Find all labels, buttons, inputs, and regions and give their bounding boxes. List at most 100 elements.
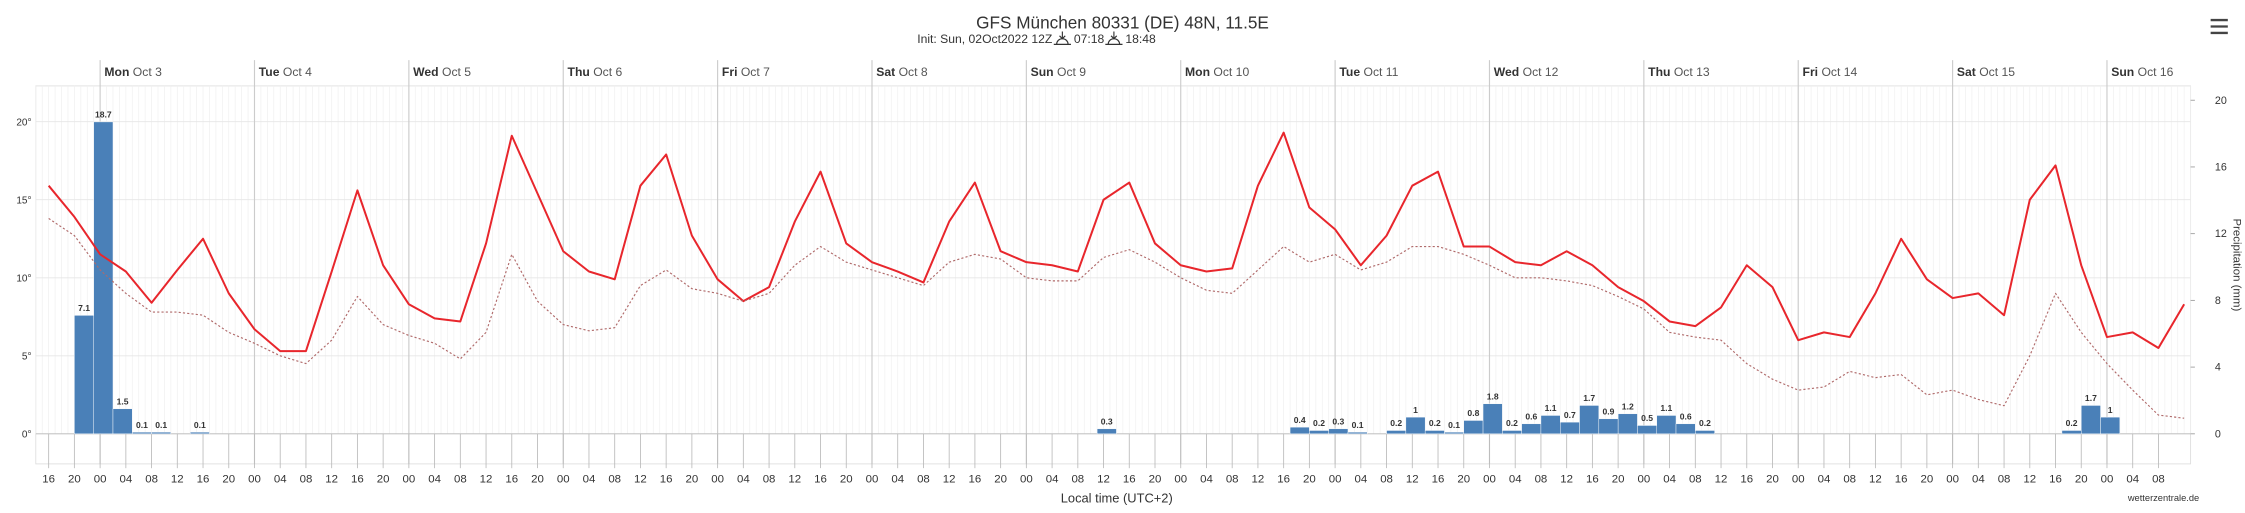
x-tick-label: 12 (1869, 474, 1882, 486)
precip-bar (2081, 405, 2101, 435)
precip-label: 0.2 (1390, 418, 1402, 428)
x-tick-label: 00 (1483, 474, 1496, 486)
x-tick-label: 04 (583, 474, 596, 486)
precip-label: 0.1 (1448, 420, 1460, 430)
x-tick-label: 20 (840, 474, 853, 486)
x-tick-label: 12 (480, 474, 493, 486)
precip-bar (1521, 423, 1542, 435)
x-tick-label: 08 (1380, 474, 1393, 486)
x-tick-label: 08 (1226, 474, 1239, 486)
menu-icon[interactable] (2210, 18, 2228, 35)
y-tick-label: 15° (16, 195, 31, 206)
day-weekday: Wed (413, 65, 438, 79)
precip-label: 0.3 (1332, 417, 1344, 427)
x-tick-label: 16 (42, 474, 55, 486)
x-tick-label: 04 (1354, 474, 1367, 486)
x-tick-label: 04 (428, 474, 441, 486)
day-weekday: Sun (2111, 65, 2134, 79)
x-tick-label: 00 (2101, 474, 2114, 486)
x-tick-label: 04 (1046, 474, 1059, 486)
day-date: Oct 11 (1364, 65, 1399, 79)
x-tick-label: 12 (634, 474, 647, 486)
x-tick-label: 12 (1560, 474, 1573, 486)
x-tick-label: 20 (1457, 474, 1470, 486)
y-tick-label: 5° (22, 351, 32, 362)
day-weekday: Thu (568, 65, 590, 79)
precip-bar (1405, 416, 1426, 435)
x-tick-label: 08 (1071, 474, 1084, 486)
x-tick-label: 08 (1535, 474, 1548, 486)
x-tick-label: 08 (1843, 474, 1856, 486)
precip-bar (1289, 426, 1310, 435)
x-tick-label: 00 (1637, 474, 1650, 486)
plot-frame (35, 85, 2192, 465)
precip-label: 0.3 (1101, 417, 1113, 427)
day-label: Thu Oct 13 (1648, 65, 1710, 79)
precip-bar (1463, 420, 1484, 435)
x-tick-label: 08 (1998, 474, 2011, 486)
x-tick-label: 08 (763, 474, 776, 486)
x-tick-label: 16 (660, 474, 673, 486)
x-tick-label: 08 (917, 474, 930, 486)
precip-label: 0.6 (1525, 412, 1537, 422)
x-tick-label: 12 (1715, 474, 1728, 486)
day-weekday: Thu (1648, 65, 1670, 79)
x-tick-label: 04 (2126, 474, 2139, 486)
precip-bar (1540, 415, 1561, 435)
day-weekday: Mon (1185, 65, 1210, 79)
precip-label: 7.1 (78, 303, 90, 313)
precip-bar (1502, 430, 1522, 435)
x-tick-label: 20 (1766, 474, 1779, 486)
precip-label: 0.8 (1467, 408, 1479, 418)
day-label: Mon Oct 10 (1185, 65, 1249, 79)
precip-label: 0.5 (1641, 413, 1653, 423)
precip-bar (1579, 405, 1600, 435)
precip-label: 0.2 (1429, 418, 1441, 428)
precip-label: 0.7 (1564, 410, 1576, 420)
x-tick-label: 04 (1200, 474, 1213, 486)
precip-bar (1598, 418, 1619, 435)
x-tick-label: 16 (1123, 474, 1136, 486)
x-tick-label: 16 (814, 474, 827, 486)
x-tick-label: 00 (711, 474, 724, 486)
precip-bar (2100, 416, 2121, 435)
temperature-line (47, 131, 2186, 353)
day-weekday: Tue (1339, 65, 1360, 79)
day-label: Tue Oct 11 (1339, 65, 1398, 79)
x-tick-label: 08 (2152, 474, 2165, 486)
day-date: Oct 14 (1821, 65, 1857, 79)
day-label: Wed Oct 5 (413, 65, 471, 79)
x-tick-label: 20 (222, 474, 235, 486)
precip-label: 0.1 (1352, 420, 1364, 430)
x-tick-label: 00 (1329, 474, 1342, 486)
x-tick-label: 16 (1586, 474, 1599, 486)
x-tick-label: 16 (1740, 474, 1753, 486)
x-tick-label: 16 (1432, 474, 1445, 486)
x-tick-label: 20 (2075, 474, 2088, 486)
day-weekday: Wed (1494, 65, 1519, 79)
precip-bar (1637, 425, 1657, 435)
x-tick-label: 04 (119, 474, 132, 486)
day-weekday: Sat (1957, 65, 1976, 79)
x-tick-label: 00 (1174, 474, 1187, 486)
x-tick-label: 00 (94, 474, 107, 486)
precip-bar (1309, 430, 1329, 435)
y-tick-label: 20° (16, 117, 31, 128)
precip-bar (132, 431, 152, 435)
x-tick-label: 16 (969, 474, 982, 486)
day-label: Fri Oct 14 (1803, 65, 1858, 79)
precip-bar (74, 315, 94, 435)
x-tick-label: 04 (1972, 474, 1985, 486)
precip-bar (2061, 430, 2082, 435)
day-label: Fri Oct 7 (722, 65, 770, 79)
day-label: Thu Oct 6 (568, 65, 623, 79)
precip-label: 0.2 (2066, 418, 2078, 428)
y2-tick-label: 8 (2215, 295, 2221, 307)
x-tick-label: 04 (1509, 474, 1522, 486)
precip-bar (1656, 415, 1677, 435)
x-tick-label: 12 (1097, 474, 1110, 486)
y2-tick-label: 12 (2215, 228, 2227, 240)
y2-axis-label: Precipitation (mm) (2231, 218, 2243, 311)
sunrise-time: 07:18 (1074, 32, 1105, 46)
day-date: Oct 4 (283, 65, 312, 79)
